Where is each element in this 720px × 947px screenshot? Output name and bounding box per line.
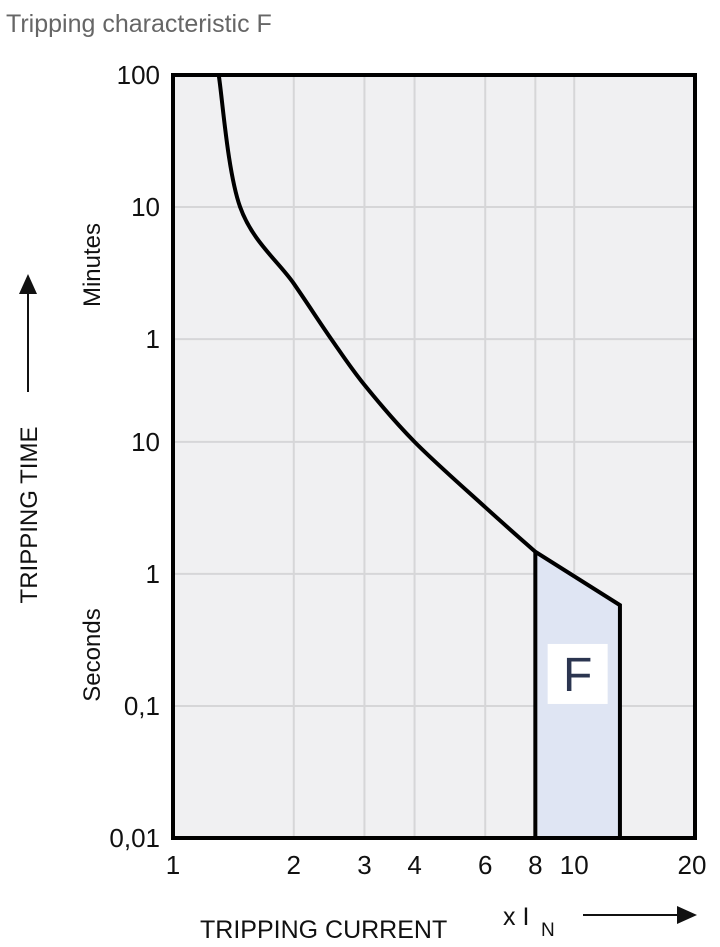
x-tick-label: 6 — [478, 850, 492, 880]
y-tick-label: 0,01 — [109, 823, 160, 853]
y-tick-label: 10 — [131, 192, 160, 222]
f-region-outline — [533, 548, 622, 838]
x-tick-label: 8 — [528, 850, 542, 880]
x-tick-label: 1 — [166, 850, 180, 880]
x-tick-label: 20 — [678, 850, 707, 880]
f-label-box — [547, 643, 608, 704]
x-tick-label: 10 — [560, 850, 589, 880]
f-region-label: F — [563, 649, 592, 702]
x-tick-label: 2 — [287, 850, 301, 880]
y-tick-label: 10 — [131, 427, 160, 457]
y-tick-label: 100 — [117, 60, 160, 90]
x-axis-unit: x I — [503, 903, 529, 931]
x-axis-arrow-head-icon — [677, 906, 697, 924]
x-tick-label: 3 — [357, 850, 371, 880]
thermal-trip-curve — [216, 74, 537, 554]
y-unit-minutes: Minutes — [79, 223, 106, 307]
y-tick-label: 0,1 — [124, 691, 160, 721]
x-axis-title: TRIPPING CURRENT — [200, 916, 447, 944]
y-tick-label: 1 — [146, 559, 160, 589]
y-unit-seconds: Seconds — [79, 608, 106, 701]
x-tick-label: 4 — [407, 850, 421, 880]
y-axis-arrow-head-icon — [19, 274, 37, 294]
y-axis-title: TRIPPING TIME — [16, 427, 43, 604]
plot-frame — [171, 73, 697, 840]
chart-title: Tripping characteristic F — [6, 10, 272, 38]
x-axis-unit-subscript: N — [541, 920, 555, 941]
y-tick-label: 1 — [146, 324, 160, 354]
